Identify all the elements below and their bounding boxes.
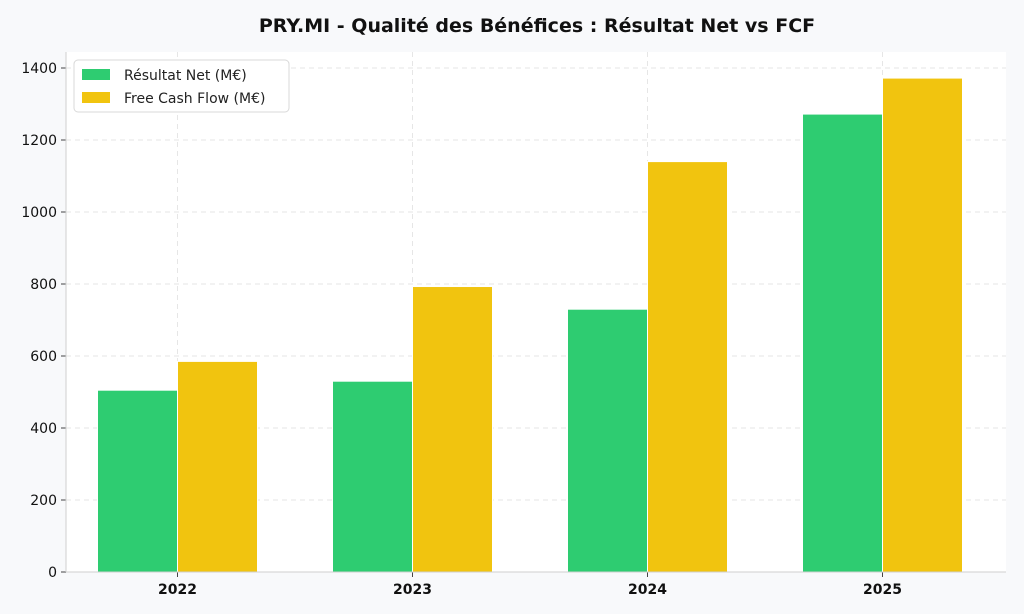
y-tick-label: 1400 (21, 61, 57, 77)
y-tick-label: 1000 (21, 205, 57, 221)
y-tick-label: 600 (30, 349, 57, 365)
x-tick-label: 2024 (628, 582, 667, 598)
y-tick-label: 0 (48, 565, 57, 581)
x-tick-label: 2022 (158, 582, 197, 598)
legend: Résultat Net (M€) Free Cash Flow (M€) (73, 59, 290, 113)
bar-fcf-2025 (882, 77, 963, 573)
legend-label: Résultat Net (M€) (124, 68, 247, 84)
y-tick-label: 800 (30, 277, 57, 293)
x-tick-label: 2025 (863, 582, 902, 598)
bar-net-income-2022 (97, 389, 178, 573)
y-tick-label: 400 (30, 421, 57, 437)
chart-title: PRY.MI - Qualité des Bénéfices : Résulta… (259, 15, 815, 37)
bar-fcf-2022 (177, 360, 258, 573)
legend-swatch (82, 69, 110, 80)
legend-label: Free Cash Flow (M€) (124, 91, 265, 107)
bar-fcf-2023 (412, 286, 493, 573)
y-tick-label: 200 (30, 493, 57, 509)
y-tick-label: 1200 (21, 133, 57, 149)
bar-net-income-2023 (332, 380, 413, 573)
bar-fcf-2024 (647, 161, 728, 573)
bars (97, 77, 963, 573)
legend-swatch (82, 92, 110, 103)
legend-box (73, 59, 290, 113)
bar-net-income-2024 (567, 308, 648, 573)
bar-net-income-2025 (802, 113, 883, 573)
tick-labels: 0 200 400 600 800 1000 1200 1400 2022 2023 2024 202… (21, 61, 902, 598)
x-tick-label: 2023 (393, 582, 432, 598)
axes (61, 52, 1006, 577)
